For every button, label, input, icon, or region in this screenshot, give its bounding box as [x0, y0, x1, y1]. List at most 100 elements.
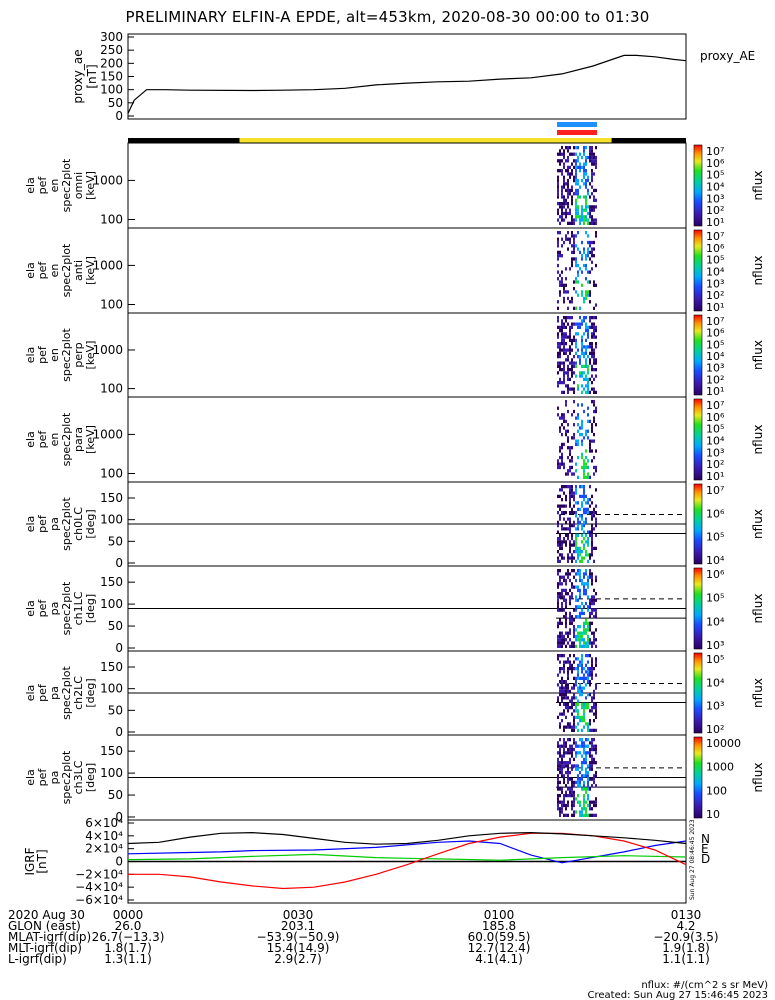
spectrogram-pixel — [557, 784, 559, 788]
spectrogram-pixel — [577, 325, 579, 329]
spectrogram-pixel — [563, 638, 565, 642]
spectrogram-pixel — [567, 556, 569, 560]
spectrogram-pixel — [593, 218, 595, 222]
spectrogram-pixel — [593, 588, 595, 593]
spectrogram-pixel — [559, 361, 561, 365]
colorbar-tick-label: 10⁷ — [706, 399, 724, 412]
spectrogram-pixel — [569, 208, 571, 212]
spectrogram-pixel — [567, 355, 569, 359]
spectrogram-pixel — [571, 195, 573, 199]
spectrogram-pixel — [575, 764, 577, 768]
panel-ylabel-line: [deg] — [84, 763, 97, 792]
spectrogram-pixel — [585, 185, 587, 189]
spectrogram-pixel — [595, 449, 597, 453]
spectrogram-pixel — [581, 578, 583, 583]
spectrogram-pixel — [573, 719, 575, 723]
spectrogram-pixel — [569, 351, 571, 355]
spectrogram-pixel — [561, 195, 563, 199]
spectrogram-pixel — [587, 634, 589, 639]
spectrogram-pixel — [581, 342, 583, 346]
spectrogram-pixel — [569, 578, 571, 583]
spectrogram-pixel — [581, 283, 583, 287]
spectrogram-pixel — [563, 641, 565, 645]
spectrogram-pixel — [587, 803, 589, 808]
spectrogram-pixel — [557, 520, 559, 524]
spectrogram-pixel — [565, 403, 567, 407]
spectrogram-pixel — [587, 624, 589, 629]
spectrogram-pixel — [595, 316, 597, 320]
colorbar-tick-label: 10³ — [706, 192, 724, 205]
spectrogram-pixel — [581, 322, 583, 326]
spectrogram-pixel — [587, 406, 589, 410]
colorbar-tick-label: 10¹ — [706, 470, 724, 483]
spectrogram-pixel — [593, 514, 595, 518]
spectrogram-pixel — [563, 696, 565, 700]
spectrogram-pixel — [563, 322, 565, 326]
spectrogram-pixel — [591, 155, 593, 160]
spectrogram-pixel — [575, 188, 577, 193]
spectrogram-pixel — [587, 702, 589, 706]
spectrogram-pixel — [561, 540, 563, 544]
spectrogram-pixel — [593, 332, 595, 336]
panel-ylabel-line: ela — [24, 177, 37, 194]
footer-row-label: MLAT-igrf(dip) — [8, 930, 91, 944]
spectrogram-pixel — [585, 322, 587, 326]
spectrogram-pixel — [567, 592, 569, 596]
spectrogram-pixel — [571, 185, 573, 189]
spectrogram-pixel — [591, 728, 593, 732]
spectrogram-pixel — [593, 455, 595, 460]
spectrogram-pixel — [587, 537, 589, 541]
spectrogram-pixel — [589, 511, 591, 515]
spectrogram-pixel — [581, 582, 583, 586]
spectrogram-pixel — [565, 527, 567, 531]
spectrogram-pixel — [581, 504, 583, 508]
spectrogram-pixel — [595, 813, 597, 817]
spectrogram-pixel — [561, 767, 563, 771]
spectrogram-pixel — [571, 754, 573, 758]
spectrogram-pixel — [595, 800, 597, 804]
colorbar — [693, 229, 703, 312]
spectrogram-pixel — [573, 810, 575, 814]
colorbar-tick-label: 10⁶ — [706, 411, 725, 424]
spectrogram-pixel — [561, 654, 563, 658]
spectrogram-pixel — [581, 550, 583, 554]
spectrogram-pixel — [573, 250, 575, 255]
spectrogram-pixel — [581, 787, 583, 791]
spectrogram-pixel — [563, 527, 565, 531]
colorbar-tick-label: 10⁷ — [706, 145, 724, 158]
spectrogram-pixel — [589, 149, 591, 153]
spectrogram-pixel — [589, 667, 591, 671]
panel-ylabel-line: pef — [36, 345, 49, 364]
spectrogram-pixel — [575, 810, 577, 814]
spectrogram-pixel — [561, 511, 563, 515]
spectrogram-pixel — [587, 155, 589, 160]
spectrogram-pixel — [557, 169, 559, 173]
spectrogram-pixel — [591, 345, 593, 349]
spectrogram-pixel — [563, 390, 565, 394]
spectrogram-pixel — [573, 803, 575, 808]
spectrogram-pixel — [595, 761, 597, 765]
spectrogram-pixel — [583, 624, 585, 629]
spectrogram-pixel — [583, 628, 585, 632]
spectrogram-pixel — [567, 146, 569, 150]
spectrogram-pixel — [561, 368, 563, 372]
spectrogram-pixel — [587, 540, 589, 544]
colorbar-tick-label: 10⁷ — [706, 230, 724, 243]
spectrogram-pixel — [565, 725, 567, 729]
spectrogram-pixel — [591, 316, 593, 320]
spectrogram-pixel — [569, 572, 571, 576]
spectrogram-pixel — [575, 638, 577, 642]
spectrogram-pixel — [561, 543, 563, 547]
ae-tick-label: 300 — [100, 30, 123, 44]
spectrogram-pixel — [567, 631, 569, 635]
spectrogram-pixel — [589, 683, 591, 687]
spectrogram-pixel — [595, 198, 597, 202]
panel-frame — [127, 142, 687, 229]
spectrogram-pixel — [573, 400, 575, 404]
spectrogram-pixel — [587, 270, 589, 274]
spectrogram-pixel — [563, 712, 565, 716]
spectrogram-pixel — [571, 413, 573, 417]
spectrogram-pixel — [573, 683, 575, 687]
spectrogram-pixel — [593, 813, 595, 817]
y-tick-label: 50 — [108, 619, 123, 633]
